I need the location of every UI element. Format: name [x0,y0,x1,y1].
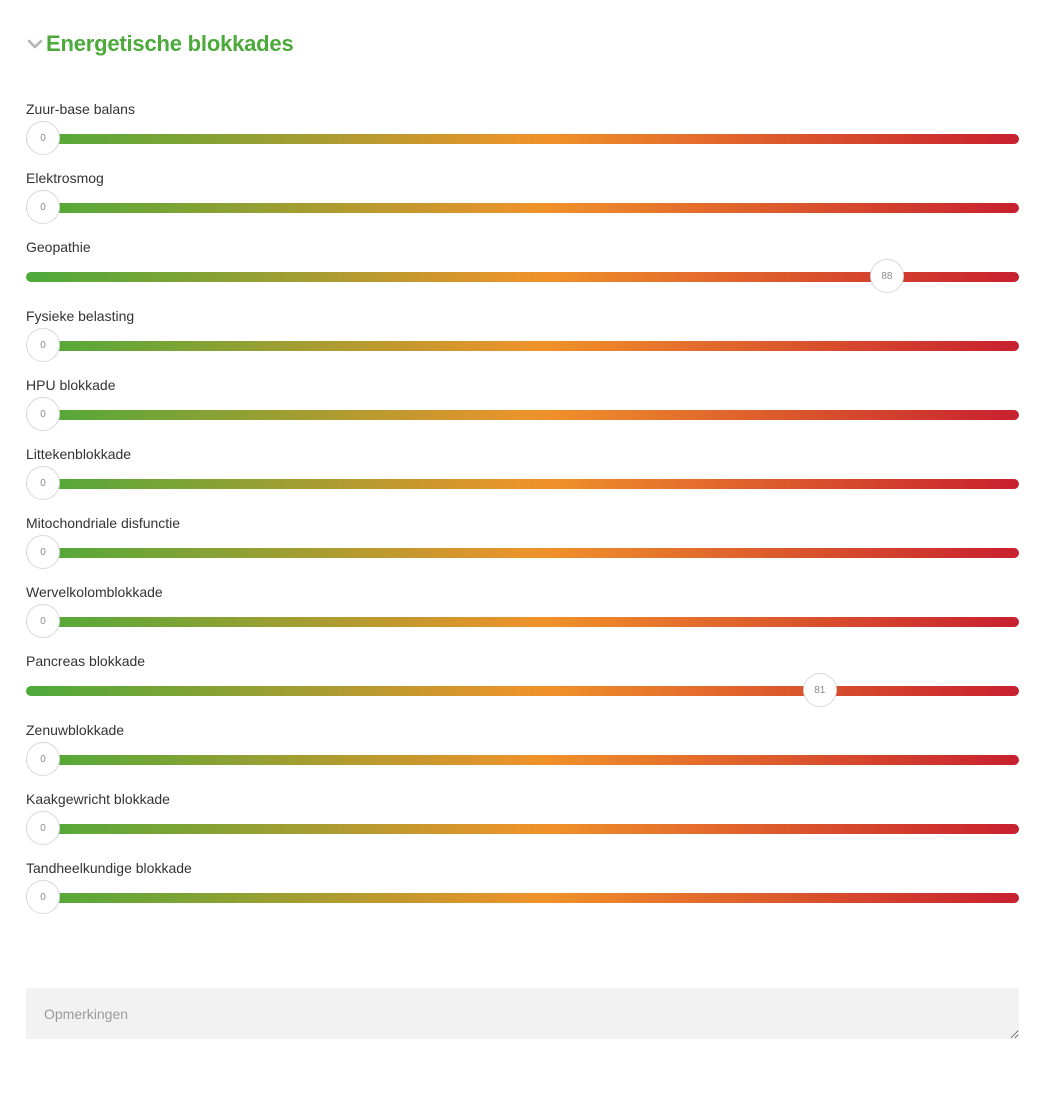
slider-label-mitochondriale-disfunctie: Mitochondriale disfunctie [26,515,181,531]
slider-label-littekenblokkade: Littekenblokkade [26,446,132,462]
slider-track-wervelkolomblokkade[interactable] [26,617,1019,627]
slider-row-kaakgewricht-blokkade: Kaakgewricht blokkade 0 [26,786,1019,855]
slider-thumb-wervelkolomblokkade[interactable]: 0 [26,604,60,638]
slider-track-kaakgewricht-blokkade[interactable] [26,824,1019,834]
slider-track-littekenblokkade[interactable] [26,479,1019,489]
slider-thumb-mitochondriale-disfunctie[interactable]: 0 [26,535,60,569]
slider-row-hpu-blokkade: HPU blokkade 0 [26,372,1019,441]
slider-row-littekenblokkade: Littekenblokkade 0 [26,441,1019,510]
slider-label-tandheelkundige-blokkade: Tandheelkundige blokkade [26,860,192,876]
slider-label-elektrosmog: Elektrosmog [26,170,104,186]
slider-row-elektrosmog: Elektrosmog 0 [26,165,1019,234]
slider-label-zuur-base-balans: Zuur-base balans [26,101,135,117]
slider-label-wervelkolomblokkade: Wervelkolomblokkade [26,584,163,600]
slider-row-pancreas-blokkade: Pancreas blokkade 81 [26,648,1019,717]
slider-track-zuur-base-balans[interactable] [26,134,1019,144]
slider-row-fysieke-belasting: Fysieke belasting 0 [26,303,1019,372]
slider-row-tandheelkundige-blokkade: Tandheelkundige blokkade 0 [26,855,1019,924]
slider-thumb-hpu-blokkade[interactable]: 0 [26,397,60,431]
slider-thumb-fysieke-belasting[interactable]: 0 [26,328,60,362]
slider-track-geopathie[interactable] [26,272,1019,282]
slider-track-elektrosmog[interactable] [26,203,1019,213]
section-header[interactable]: Energetische blokkades [27,30,294,58]
slider-label-fysieke-belasting: Fysieke belasting [26,308,135,324]
slider-thumb-littekenblokkade[interactable]: 0 [26,466,60,500]
slider-label-geopathie: Geopathie [26,239,91,255]
slider-thumb-elektrosmog[interactable]: 0 [26,190,60,224]
slider-thumb-tandheelkundige-blokkade[interactable]: 0 [26,880,60,914]
slider-row-geopathie: Geopathie 88 [26,234,1019,303]
slider-track-hpu-blokkade[interactable] [26,410,1019,420]
slider-row-zenuwblokkade: Zenuwblokkade 0 [26,717,1019,786]
section-title: Energetische blokkades [46,31,294,56]
slider-track-fysieke-belasting[interactable] [26,341,1019,351]
remarks-textarea[interactable] [26,988,1019,1039]
slider-track-zenuwblokkade[interactable] [26,755,1019,765]
slider-label-kaakgewricht-blokkade: Kaakgewricht blokkade [26,791,170,807]
slider-thumb-zuur-base-balans[interactable]: 0 [26,121,60,155]
slider-track-tandheelkundige-blokkade[interactable] [26,893,1019,903]
slider-thumb-zenuwblokkade[interactable]: 0 [26,742,60,776]
slider-thumb-geopathie[interactable]: 88 [869,259,904,293]
slider-list: Zuur-base balans 0 Elektrosmog 0 Geopathie 88… [26,96,1019,924]
slider-track-pancreas-blokkade[interactable] [26,686,1019,696]
slider-label-zenuwblokkade: Zenuwblokkade [26,722,125,738]
slider-row-mitochondriale-disfunctie: Mitochondriale disfunctie 0 [26,510,1019,579]
slider-label-hpu-blokkade: HPU blokkade [26,377,116,393]
slider-thumb-pancreas-blokkade[interactable]: 81 [802,673,837,707]
slider-thumb-kaakgewricht-blokkade[interactable]: 0 [26,811,60,845]
slider-row-wervelkolomblokkade: Wervelkolomblokkade 0 [26,579,1019,648]
slider-track-mitochondriale-disfunctie[interactable] [26,548,1019,558]
chevron-down-icon[interactable] [27,36,43,52]
slider-label-pancreas-blokkade: Pancreas blokkade [26,653,146,669]
slider-row-zuur-base-balans: Zuur-base balans 0 [26,96,1019,165]
